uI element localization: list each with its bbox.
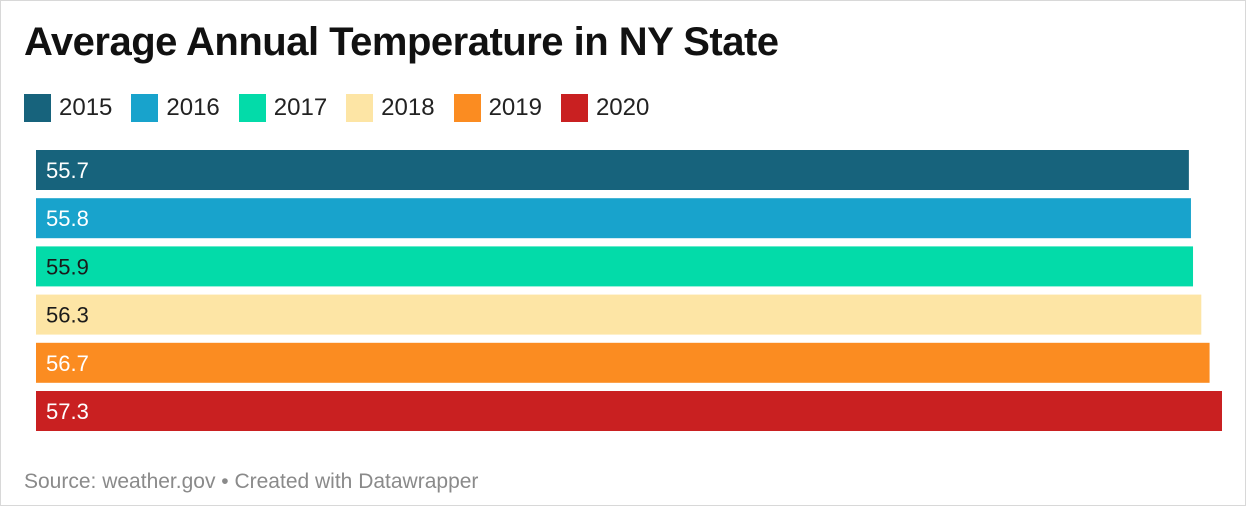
legend-swatch (131, 94, 159, 122)
bar-value-label: 55.9 (46, 254, 89, 279)
bar-2016 (36, 198, 1191, 239)
legend-label: 2019 (488, 94, 542, 121)
bar-value-label: 55.7 (46, 158, 89, 183)
legend-swatch (560, 94, 588, 122)
bar-2018 (36, 294, 1202, 335)
legend-item-2016: 2016 (131, 94, 220, 122)
legend-label: 2020 (595, 94, 650, 121)
chart-legend: 2015 2016 2017 2018 2019 2020 (24, 94, 668, 122)
legend-swatch (453, 94, 481, 122)
chart-title: Average Annual Temperature in NY State (24, 20, 779, 64)
source-note: Source: weather.gov • Created with Dataw… (24, 470, 479, 493)
legend-swatch (238, 94, 266, 122)
legend-item-2020: 2020 (560, 94, 650, 122)
legend-label: 2017 (273, 94, 328, 121)
bar-2019 (36, 342, 1210, 383)
bar-2017 (36, 246, 1194, 287)
bar-value-label: 57.3 (46, 399, 89, 424)
bar-value-label: 56.3 (46, 303, 89, 328)
legend-item-2015: 2015 (24, 94, 112, 122)
legend-swatch (346, 94, 374, 122)
legend-label: 2016 (166, 94, 220, 121)
legend-item-2019: 2019 (453, 94, 542, 122)
legend-label: 2015 (59, 94, 113, 121)
bar-value-label: 56.7 (46, 351, 89, 376)
legend-item-2017: 2017 (238, 94, 328, 122)
legend-label: 2018 (381, 94, 435, 121)
legend-swatch (24, 94, 51, 122)
bar-2015 (36, 150, 1189, 190)
legend-item-2018: 2018 (346, 94, 435, 122)
bar-2020 (36, 391, 1222, 431)
bar-value-label: 55.8 (46, 206, 89, 231)
